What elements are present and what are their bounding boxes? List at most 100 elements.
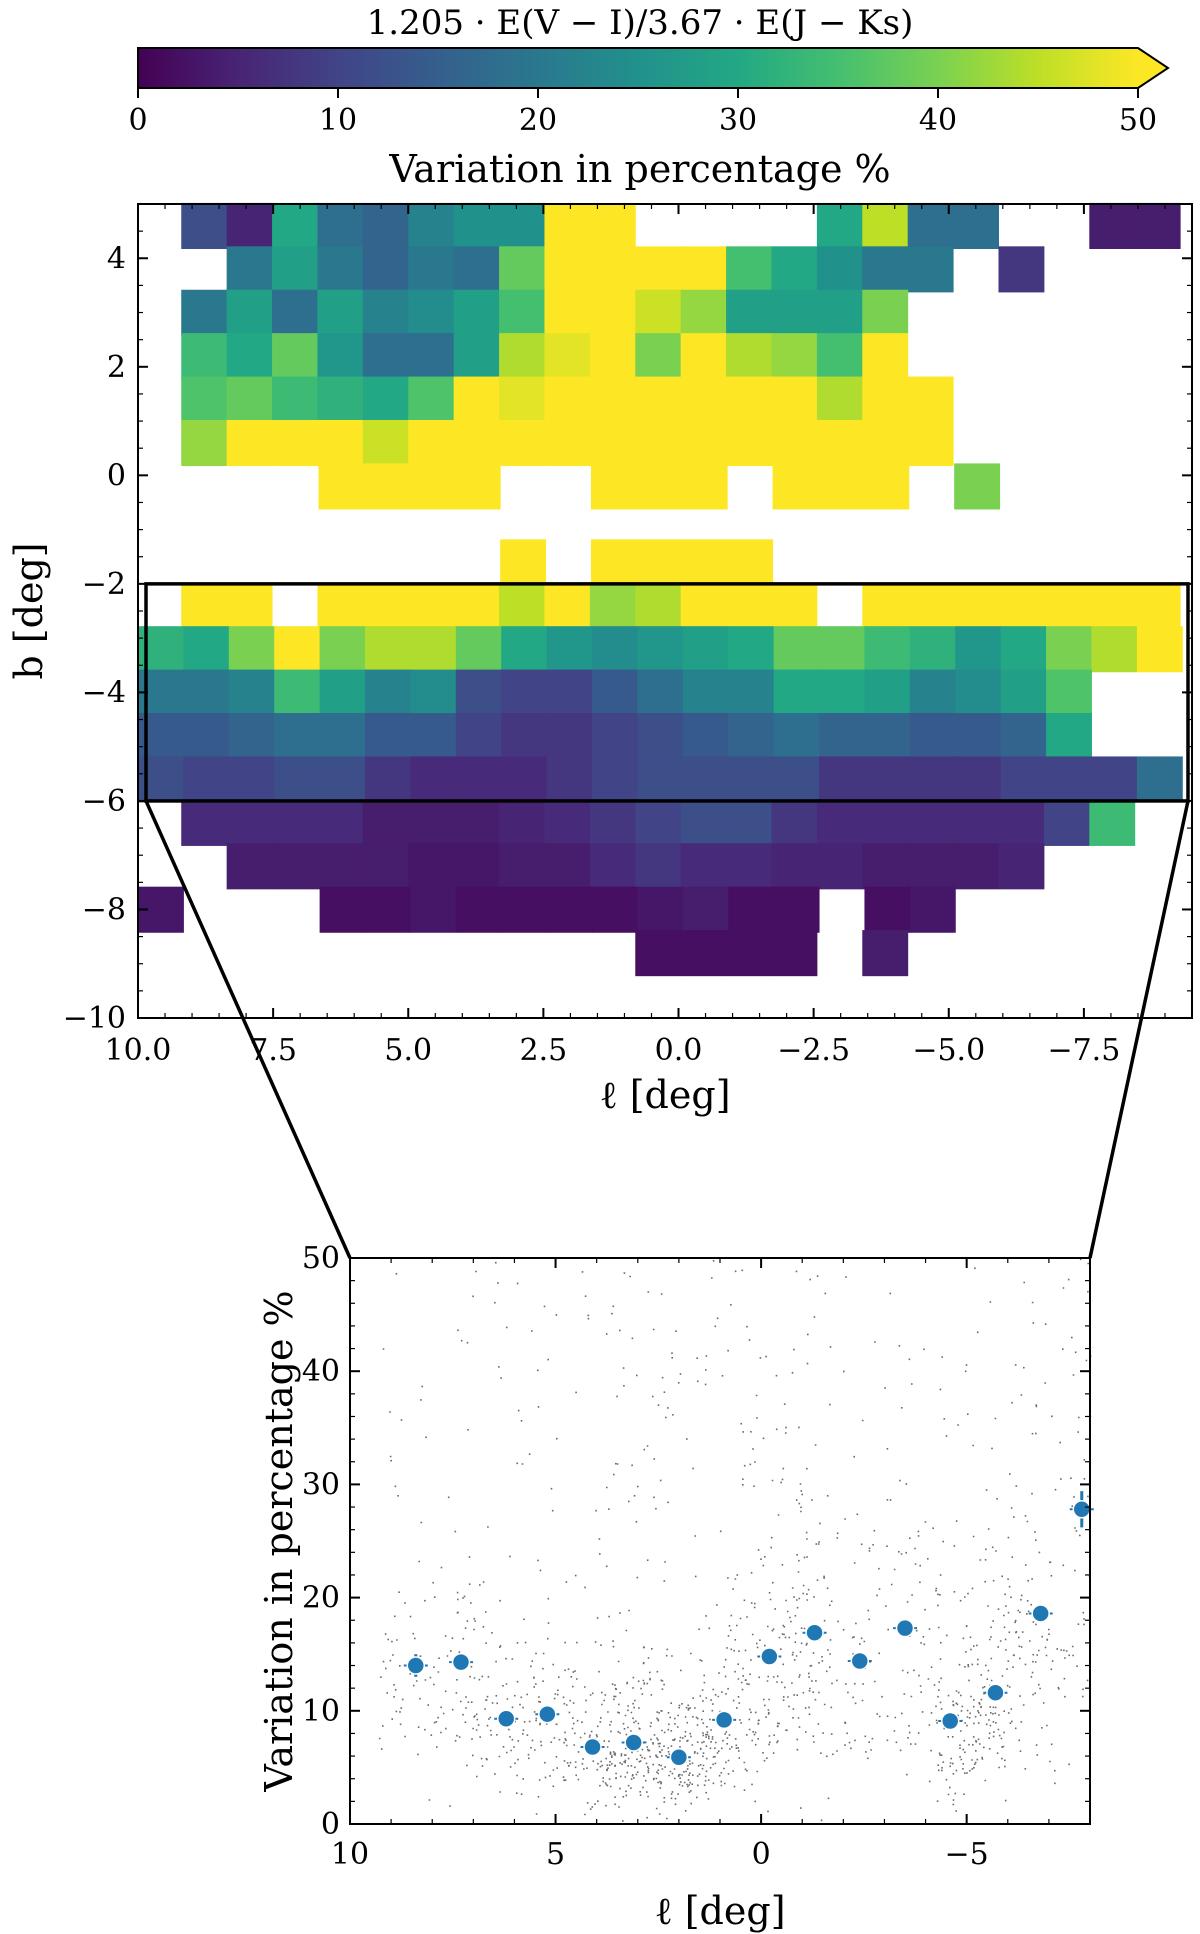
heatmap-cell xyxy=(1089,202,1136,249)
heatmap-cell xyxy=(362,376,409,423)
heatmap-cell xyxy=(362,843,409,890)
heatmap-cell xyxy=(907,799,954,846)
heatmap-ylabel: b [deg] xyxy=(7,542,51,679)
heatmap-cell xyxy=(365,756,411,803)
heatmap-cell xyxy=(544,376,591,423)
heatmap-cell xyxy=(635,333,682,380)
heatmap-cell xyxy=(501,886,548,933)
zoom-connector-left xyxy=(144,800,352,1259)
heatmap-cell xyxy=(319,886,366,933)
scatter-y-tick-label: 50 xyxy=(302,1241,340,1276)
heatmap-cell xyxy=(816,246,863,293)
heatmap-cell xyxy=(408,202,455,249)
heatmap-cell xyxy=(181,202,228,249)
heatmap-cell xyxy=(589,582,636,629)
colorbar-tick-label: 20 xyxy=(519,103,557,138)
heatmap-cell xyxy=(728,756,775,803)
heatmap-cell xyxy=(453,246,500,293)
heatmap-cell xyxy=(365,626,411,673)
heatmap-cell xyxy=(317,582,364,629)
heatmap-cell xyxy=(501,756,548,803)
binned-point xyxy=(757,1647,782,1666)
heatmap-cell xyxy=(589,376,636,423)
heatmap-cell xyxy=(410,756,457,803)
heatmap-cell xyxy=(1091,756,1138,803)
heatmap-cell xyxy=(453,799,500,846)
heatmap-cell xyxy=(1089,799,1136,846)
heatmap-cell xyxy=(589,289,636,336)
heatmap-cell xyxy=(274,626,321,673)
heatmap-cell xyxy=(499,333,545,380)
heatmap-cell xyxy=(592,626,638,673)
heatmap-cell xyxy=(862,419,909,467)
heatmap-cell xyxy=(228,756,275,803)
heatmap-cell xyxy=(862,582,909,629)
heatmap-cell xyxy=(636,463,683,510)
heatmap-cell xyxy=(589,202,636,249)
heatmap-cell xyxy=(771,799,818,846)
heatmap-cell xyxy=(274,669,321,716)
heatmap-cell xyxy=(771,289,818,336)
binned-point xyxy=(621,1733,646,1752)
heatmap-cell xyxy=(771,419,818,467)
heatmap-cell xyxy=(365,669,411,716)
heatmap-cell xyxy=(455,626,502,673)
heatmap-cell xyxy=(362,799,409,846)
heatmap-cell xyxy=(819,669,865,716)
heatmap-cell xyxy=(410,886,457,933)
binned-marker xyxy=(895,1618,915,1638)
heatmap-cell xyxy=(499,419,545,467)
heatmap-cell xyxy=(1136,756,1183,803)
heatmap-cell xyxy=(362,246,409,293)
heatmap-cell xyxy=(183,756,230,803)
heatmap-cell xyxy=(773,626,820,673)
heatmap-cell xyxy=(546,626,593,673)
colorbar-ticks: 0 10 20 30 40 50 xyxy=(128,88,1157,138)
heatmap-cell xyxy=(228,626,275,673)
heatmap-cell xyxy=(636,539,683,586)
heatmap-cell xyxy=(272,419,318,467)
scatter-dot-cloud xyxy=(378,1258,1092,1822)
heatmap-cell xyxy=(635,799,682,846)
colorbar-label: Variation in percentage % xyxy=(388,147,890,191)
colorbar: 1.205 · E(V − I)/3.67 · E(J − Ks) 0 10 20 3… xyxy=(128,3,1170,191)
heatmap-cell xyxy=(864,886,911,933)
heatmap-cell xyxy=(682,713,729,760)
heatmap-cell xyxy=(816,376,863,423)
scatter-y-tick-label: 10 xyxy=(302,1694,340,1729)
heatmap-ticks: 10.0 7.5 5.0 2.5 0.0 −2.5 −5.0 −7.5−10−8−6−4−20… xyxy=(63,203,1193,1068)
heatmap-cell xyxy=(864,756,911,803)
heatmap-cell xyxy=(544,246,591,293)
heatmap-cell xyxy=(864,713,911,760)
heatmap-cell xyxy=(1000,713,1047,760)
heatmap-cell xyxy=(863,463,910,510)
heatmap-cell xyxy=(226,202,273,249)
heatmap-cell xyxy=(453,289,500,336)
heatmap-cell xyxy=(726,799,772,846)
heatmap-cell xyxy=(365,713,411,760)
heatmap-cell xyxy=(226,843,273,890)
colorbar-tick-label: 50 xyxy=(1119,103,1157,138)
heatmap-cell xyxy=(816,333,863,380)
heatmap-cell xyxy=(773,756,820,803)
heatmap-cell xyxy=(953,582,999,629)
colorbar-frame xyxy=(137,47,1170,89)
heatmap-y-tick-label: −4 xyxy=(82,675,126,710)
heatmap-cell xyxy=(317,799,364,846)
heatmap-cell xyxy=(544,582,591,629)
binned-marker xyxy=(714,1710,734,1730)
heatmap-cell xyxy=(499,202,545,249)
heatmap-cell xyxy=(410,713,457,760)
scatter-binned-points xyxy=(403,1491,1094,1767)
colorbar-tick-label: 0 xyxy=(128,103,147,138)
heatmap-cell xyxy=(816,843,863,890)
heatmap-cell xyxy=(682,756,729,803)
binned-point xyxy=(712,1710,737,1730)
heatmap-cell xyxy=(1043,799,1090,846)
heatmap-cell xyxy=(862,246,909,293)
heatmap-cell xyxy=(1046,713,1092,760)
heatmap-cell xyxy=(499,799,545,846)
heatmap-cell xyxy=(1000,626,1047,673)
heatmap-cell xyxy=(907,582,954,629)
